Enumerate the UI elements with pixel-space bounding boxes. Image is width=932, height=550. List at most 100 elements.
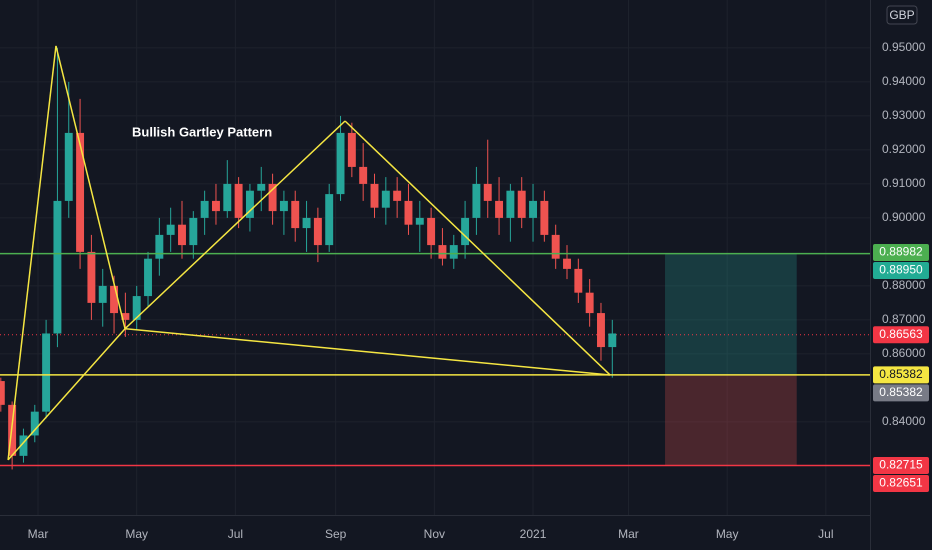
plot: [0, 0, 870, 515]
candle-body: [279, 200, 288, 212]
price-label: 0.86563: [879, 327, 923, 341]
price-label: 0.82651: [879, 476, 923, 490]
candle-body: [110, 285, 119, 314]
candle-body: [381, 190, 390, 208]
candle-body: [563, 258, 571, 269]
candle-body: [30, 411, 39, 436]
candle-body: [53, 200, 62, 334]
candle-body: [245, 190, 254, 218]
candle-body: [313, 217, 322, 246]
pattern-line: [124, 120, 346, 330]
candle-body: [291, 200, 300, 229]
x-tick-label: Jul: [228, 527, 243, 541]
price-label-bg: [873, 366, 929, 384]
candle-body: [359, 166, 368, 184]
price-label-bg: [873, 475, 929, 493]
candle-body: [574, 268, 583, 293]
candle-body: [0, 381, 5, 405]
price-label-bg: [873, 244, 929, 262]
candle-body: [87, 251, 96, 303]
annotation: Bullish Gartley Pattern: [132, 124, 272, 139]
candle-body: [517, 190, 526, 218]
x-tick-label: 2021: [520, 527, 547, 541]
price-label-bg: [873, 262, 929, 280]
candle-body: [483, 183, 492, 201]
candle-body: [506, 190, 515, 218]
candle-body: [211, 200, 220, 212]
y-tick-label: 0.91000: [882, 176, 926, 190]
x-tick-label: Mar: [618, 527, 639, 541]
y-tick-label: 0.90000: [882, 210, 926, 224]
candle-body: [268, 183, 277, 212]
candle-body: [495, 200, 504, 218]
candle-body: [370, 183, 379, 208]
x-tick-label: May: [716, 527, 739, 541]
candle-body: [178, 224, 186, 246]
candle-body: [427, 217, 436, 246]
pattern-line: [55, 45, 126, 329]
candle-body: [166, 224, 175, 235]
x-tick-label: Mar: [28, 527, 49, 541]
pattern-line: [124, 327, 611, 376]
pattern-line: [7, 328, 126, 461]
price-label: 0.82715: [879, 458, 923, 472]
y-tick-label: 0.84000: [882, 414, 926, 428]
x-tick-label: Nov: [424, 527, 445, 541]
candle-body: [449, 245, 458, 259]
candle-body: [438, 245, 447, 259]
y-tick-label: 0.94000: [882, 74, 926, 88]
price-label: 0.85382: [879, 367, 923, 381]
y-tick-label: 0.86000: [882, 346, 926, 360]
pattern-line: [344, 120, 611, 376]
candle-body: [336, 132, 345, 195]
candle-body: [98, 285, 107, 303]
candle-body: [223, 183, 232, 212]
pattern-line: [7, 45, 57, 461]
price-label-bg: [873, 326, 929, 344]
price-label: 0.88950: [879, 263, 923, 277]
candle-body: [551, 234, 560, 259]
candle-body: [347, 132, 356, 167]
target-zone: [665, 253, 797, 375]
candle-body: [144, 258, 152, 297]
candle-body: [132, 296, 141, 320]
candle-body: [393, 190, 402, 201]
candle-body: [585, 292, 594, 314]
candle-body: [64, 132, 73, 201]
candle-body: [189, 217, 198, 246]
candle-body: [325, 194, 334, 246]
currency: GBP: [889, 8, 914, 22]
x-tick-label: Sep: [325, 527, 347, 541]
candle-body: [529, 200, 537, 218]
y-tick-label: 0.95000: [882, 40, 926, 54]
candle-body: [461, 217, 470, 246]
candle-body: [472, 183, 481, 218]
candle-body: [257, 183, 266, 191]
candle-body: [234, 183, 243, 218]
y-tick-label: 0.93000: [882, 108, 926, 122]
candle-body: [608, 333, 617, 348]
candle-body: [200, 200, 209, 218]
stop-zone: [665, 374, 797, 466]
price-label-bg: [873, 457, 929, 475]
candle-body: [76, 132, 85, 252]
candle-body: [404, 200, 413, 225]
candle-body: [597, 313, 605, 348]
price-label-bg: [873, 384, 929, 402]
currency-badge[interactable]: [886, 5, 918, 25]
candle-body: [121, 313, 130, 320]
candle-body: [415, 217, 424, 225]
candle-body: [540, 200, 549, 235]
y-tick-label: 0.87000: [882, 312, 926, 326]
y-tick-label: 0.88000: [882, 278, 926, 292]
y-tick-label: 0.92000: [882, 142, 926, 156]
price-label: 0.88982: [879, 245, 923, 259]
x-tick-label: May: [125, 527, 148, 541]
candle-body: [19, 435, 28, 456]
price-label: 0.85382: [879, 385, 923, 399]
candle-body: [302, 217, 311, 229]
candle-body: [155, 234, 164, 259]
candle-body: [42, 333, 51, 412]
